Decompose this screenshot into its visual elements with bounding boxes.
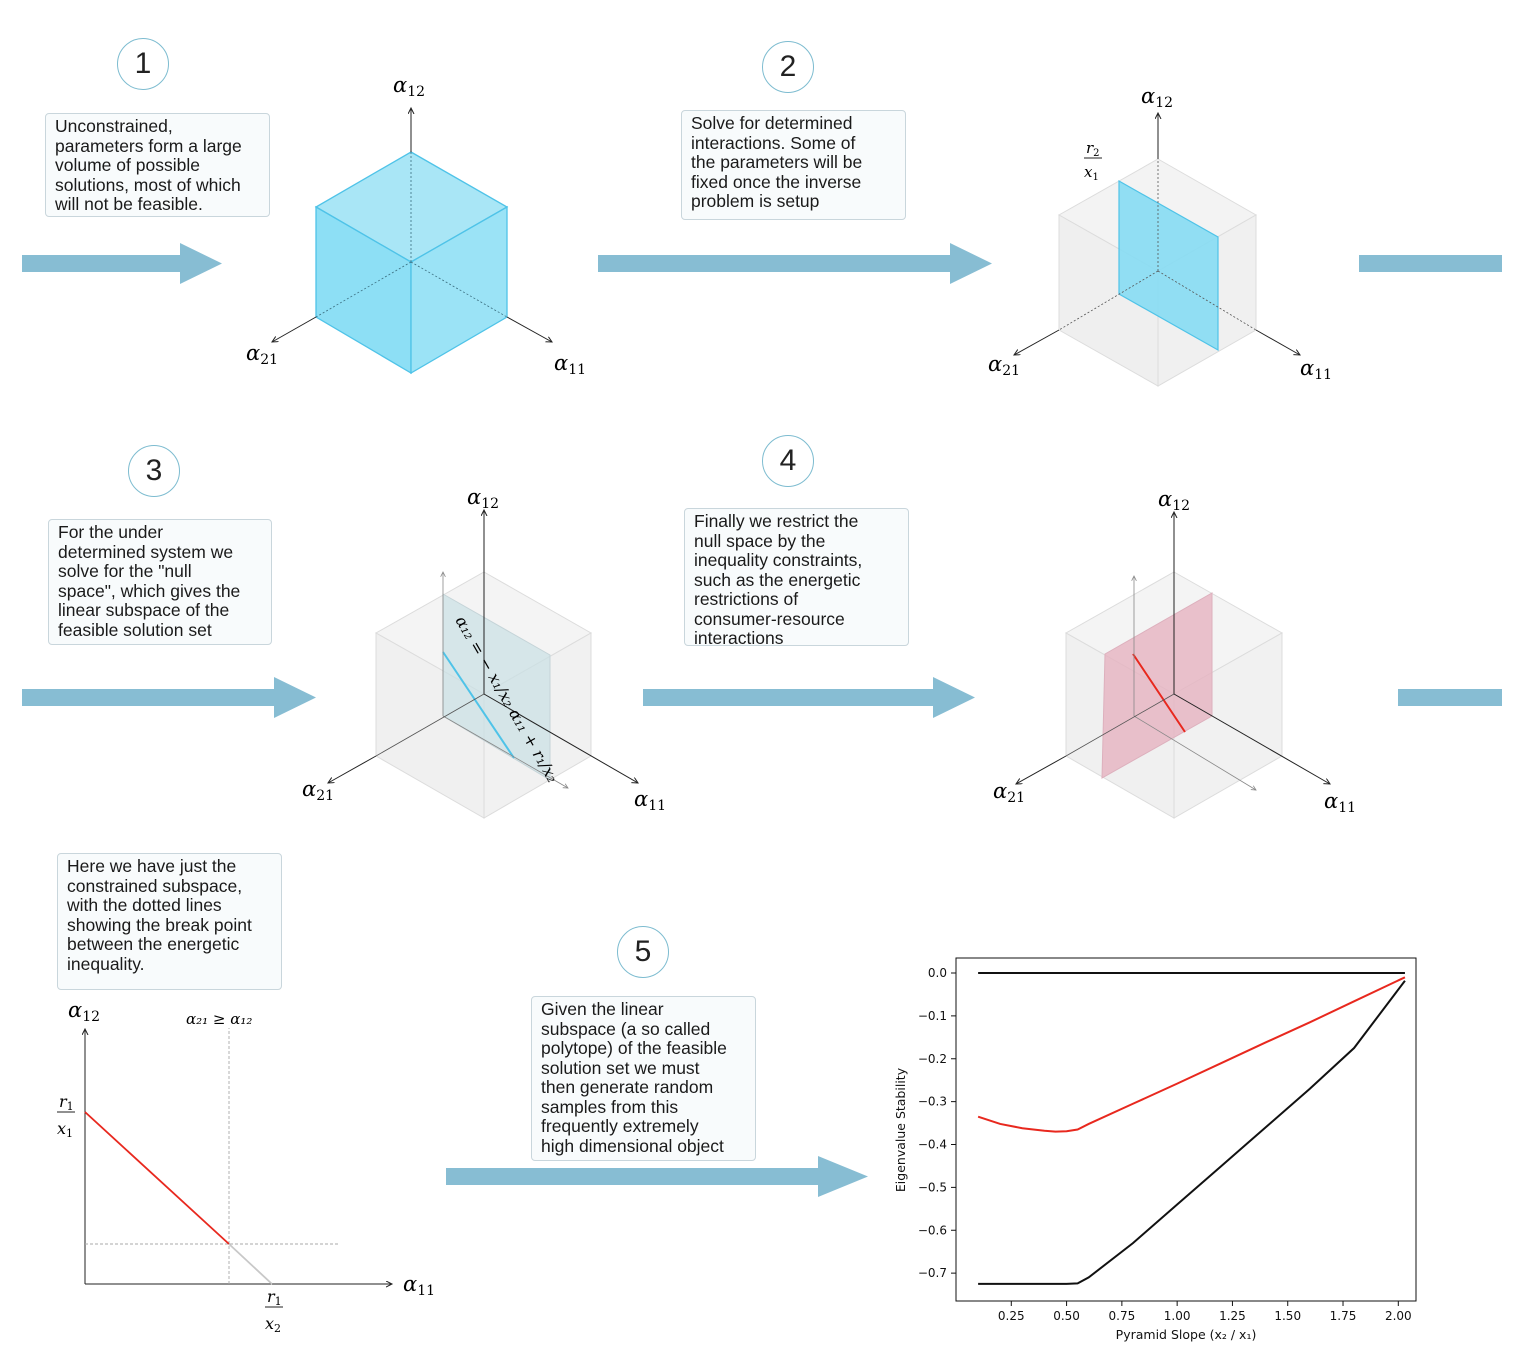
plot-y-label: α12 xyxy=(68,998,100,1025)
chart-x-label: Pyramid Slope (x₂ / x₁) xyxy=(1116,1327,1257,1342)
svg-text:α11: α11 xyxy=(1324,789,1356,816)
cube-3-nullspace: α12 α21 α11 α₁₂ = − x₁/x₂ α₁₁ + r₁/x₂ xyxy=(302,485,666,819)
x-tick-label: 2.00 xyxy=(1385,1309,1412,1323)
x-tick-label: 1.25 xyxy=(1219,1309,1246,1323)
svg-text:α11: α11 xyxy=(634,787,666,814)
x-tick-label: 0.50 xyxy=(1053,1309,1080,1323)
step-2-note: Solve for determined interactions. Some … xyxy=(681,110,906,220)
flow-arrow-1a xyxy=(22,243,222,284)
svg-text:α11: α11 xyxy=(1300,356,1332,383)
x-tick-label: 1.75 xyxy=(1330,1309,1357,1323)
svg-text:α21: α21 xyxy=(993,779,1025,806)
chart-y-label: Eigenvalue Stability xyxy=(893,1067,908,1192)
y-tick-label: −0.4 xyxy=(918,1138,947,1152)
subspace-2d-plot: α12 α11 α₂₁ ≥ α₁₂ r1 x1 r1 x2 xyxy=(57,998,435,1335)
axis-label-a12: α12 xyxy=(393,73,425,100)
step-4-circle: 4 xyxy=(762,435,814,487)
svg-text:α12: α12 xyxy=(1141,84,1173,111)
svg-text:x1: x1 xyxy=(57,1119,73,1140)
step-6-note: Here we have just the constrained subspa… xyxy=(57,853,282,990)
step-5-circle: 5 xyxy=(617,926,669,978)
step-2-circle: 2 xyxy=(762,41,814,93)
flow-arrow-3 xyxy=(446,1156,868,1197)
flow-arrow-1c xyxy=(1359,255,1502,272)
step-3-note: For the under determined system we solve… xyxy=(48,519,272,645)
y-tick-label: −0.6 xyxy=(918,1223,947,1237)
x-tick-label: 1.50 xyxy=(1274,1309,1301,1323)
x-tick-label: 1.00 xyxy=(1164,1309,1191,1323)
series-line-2 xyxy=(977,976,1406,1133)
step-1-circle: 1 xyxy=(117,38,169,90)
eigenvalue-chart: 0.25 0.50 0.75 1.00 1.25 1.50 1.75 2.00 0.0 −0.1 −… xyxy=(893,957,1417,1342)
flow-arrow-1b xyxy=(598,243,992,284)
axis-label-a21: α21 xyxy=(246,341,278,368)
step-3-circle: 3 xyxy=(128,445,180,497)
step-4-note: Finally we restrict the null space by th… xyxy=(684,508,909,648)
step-1-note: Unconstrained, parameters form a large v… xyxy=(45,113,270,217)
cube-1-unconstrained: α12 α21 α11 xyxy=(246,73,586,378)
svg-text:r1: r1 xyxy=(267,1287,282,1308)
fraction-r2-x1: r2 xyxy=(1086,139,1100,159)
step-5-note: Given the linear subspace (a so called p… xyxy=(531,996,756,1161)
y-tick-label: −0.5 xyxy=(918,1180,947,1194)
flow-arrow-2c xyxy=(1398,689,1502,706)
svg-text:α21: α21 xyxy=(988,352,1020,379)
y-tick-label: −0.1 xyxy=(918,1009,947,1023)
svg-text:x1: x1 xyxy=(1084,163,1099,183)
inequality-label: α₂₁ ≥ α₁₂ xyxy=(186,1010,252,1028)
flow-arrow-2b xyxy=(643,677,975,718)
axis-label-a11: α11 xyxy=(554,351,586,378)
y-tick-label: −0.2 xyxy=(918,1052,947,1066)
y-tick-label: 0.0 xyxy=(928,966,947,980)
cube-2-determined: α12 α21 α11 r2 x1 xyxy=(988,84,1332,387)
series-line-3 xyxy=(978,980,1406,1285)
svg-text:x2: x2 xyxy=(265,1314,281,1335)
svg-text:α21: α21 xyxy=(302,777,334,804)
svg-text:r1: r1 xyxy=(59,1092,74,1113)
y-tick-label: −0.7 xyxy=(918,1266,947,1280)
flow-arrow-2a xyxy=(22,677,316,718)
svg-text:α12: α12 xyxy=(467,485,499,512)
x-tick-label: 0.25 xyxy=(998,1309,1025,1323)
x-tick-label: 0.75 xyxy=(1109,1309,1136,1323)
y-tick-label: −0.3 xyxy=(918,1095,947,1109)
plot-x-label: α11 xyxy=(403,1272,435,1299)
cube-4-restricted: α12 α21 α11 xyxy=(993,487,1356,819)
svg-text:α12: α12 xyxy=(1158,487,1190,514)
